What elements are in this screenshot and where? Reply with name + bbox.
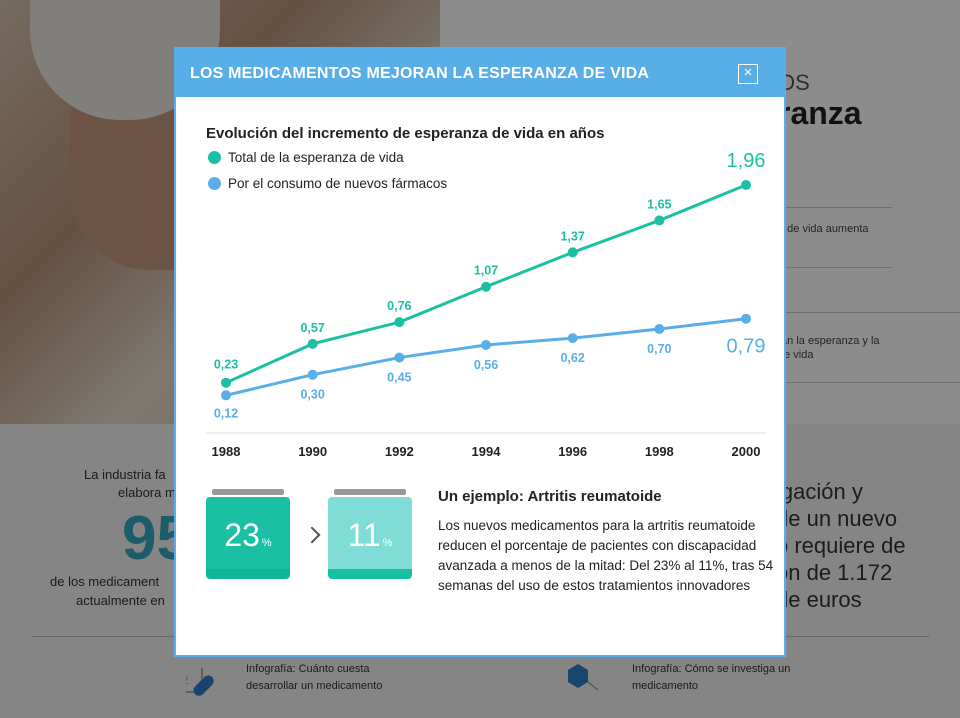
close-icon: × (743, 64, 753, 81)
footer-link-research[interactable]: Infografía: Cómo se investiga un medicam… (632, 663, 791, 692)
data-label: 0,79 (727, 336, 766, 358)
jar-after: 11% (328, 489, 412, 579)
x-tick-label: 1998 (645, 444, 674, 459)
legend-dot-total (208, 151, 221, 164)
data-label: 0,23 (214, 358, 238, 372)
x-tick-label: 1996 (558, 444, 587, 459)
data-label: 0,12 (214, 406, 238, 420)
jar-base (206, 569, 290, 579)
legend-label-drugs: Por el consumo de nuevos fármacos (228, 176, 448, 191)
jar-body: 23% (206, 497, 290, 579)
chart-title: Evolución del incremento de esperanza de… (206, 125, 605, 142)
data-point (394, 317, 405, 328)
data-point (654, 324, 665, 334)
jar-after-value: 11% (347, 517, 393, 553)
stat-caption: La industria fa (84, 467, 166, 482)
jar-before-value: 23% (224, 517, 272, 553)
data-point (741, 180, 751, 190)
example-body: Los nuevos medicamentos para la artritis… (438, 518, 774, 593)
data-point (481, 281, 491, 292)
legend-label-total: Total de la esperanza de vida (228, 150, 404, 165)
article-text: tan la esperanza y la (778, 335, 880, 347)
jar-base (328, 569, 412, 579)
data-label: 1,96 (727, 150, 766, 172)
stat-text: igación y (776, 479, 863, 504)
stat-text: o requiere de (776, 533, 906, 558)
stat-caption: elabora m (118, 485, 176, 500)
data-label: 0,45 (387, 371, 411, 385)
close-button[interactable]: × (738, 64, 758, 84)
data-label: 0,76 (387, 299, 411, 313)
divider (770, 267, 892, 268)
data-point (221, 377, 231, 388)
life-expectancy-chart: 1988 1990 1992 1994 1996 1998 2000 0,23 0,57 0,76… (206, 150, 766, 459)
chevron-right-icon (303, 526, 321, 544)
divider (770, 312, 960, 313)
data-point (394, 352, 405, 363)
article-text: de vida (778, 349, 814, 361)
data-point (654, 215, 665, 226)
data-point (307, 338, 318, 349)
legend-item-drugs: Por el consumo de nuevos fármacos (208, 176, 447, 191)
legend-item-total: Total de la esperanza de vida (208, 150, 404, 165)
stat-caption: de los medicament (50, 574, 160, 589)
footer-link-cost[interactable]: Infografía: Cuánto cuesta desarrollar un… (246, 663, 383, 692)
legend-dot-drugs (208, 177, 221, 190)
jar-before: 23% (206, 489, 290, 579)
calendar-pill-icon: 22 (186, 668, 214, 696)
jar-body: 11% (328, 497, 412, 579)
infographic-modal: LOS MEDICAMENTOS MEJORAN LA ESPERANZA DE… (174, 47, 786, 657)
x-tick-label: 1988 (212, 444, 241, 459)
x-tick-label: 2000 (732, 444, 761, 459)
data-point (481, 340, 491, 350)
data-point (221, 390, 231, 401)
jar-fill (328, 497, 412, 569)
x-tick-label: 1990 (298, 444, 327, 459)
modal-header: LOS MEDICAMENTOS MEJORAN LA ESPERANZA DE… (176, 49, 784, 97)
article-text: a de vida aumenta (778, 223, 869, 235)
x-tick-label: 1994 (472, 444, 502, 459)
data-label: 1,07 (474, 264, 498, 278)
divider (770, 207, 892, 208)
divider (770, 382, 960, 383)
data-label: 0,57 (300, 321, 324, 335)
data-label: 0,70 (647, 342, 671, 356)
modal-title: LOS MEDICAMENTOS MEJORAN LA ESPERANZA DE… (190, 65, 650, 82)
example-title: Un ejemplo: Artritis reumatoide (438, 488, 662, 505)
stat-text: de euros (776, 587, 862, 612)
data-label: 1,65 (647, 197, 671, 211)
molecule-icon (568, 664, 599, 691)
jar-lid (334, 489, 406, 495)
calendar-number: 22 (186, 675, 188, 687)
data-label: 1,37 (560, 229, 584, 243)
data-label: 0,56 (474, 358, 498, 372)
article-heading: ranza (778, 95, 862, 131)
jar-lid (212, 489, 284, 495)
data-point (741, 313, 751, 324)
stat-text: on de 1.172 (776, 560, 893, 585)
data-point (307, 369, 318, 380)
data-label: 0,30 (300, 388, 324, 402)
data-point (567, 333, 578, 344)
data-point (567, 247, 578, 258)
jar-fill (206, 497, 290, 569)
data-label: 0,62 (560, 351, 584, 365)
stat-caption: actualmente en (76, 593, 165, 608)
x-tick-label: 1992 (385, 444, 414, 459)
stat-text: de un nuevo (776, 506, 898, 531)
